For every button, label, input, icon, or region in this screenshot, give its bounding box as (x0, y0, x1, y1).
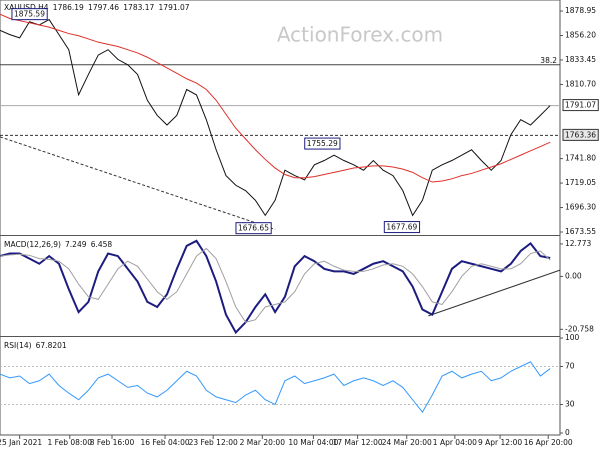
y-tick-label: 1878.95 (565, 6, 596, 15)
panel-title: RSI(14) (4, 341, 32, 350)
fib-label: 38.2 (540, 56, 557, 65)
y-tick-label: 70 (565, 362, 575, 371)
x-tick-label: 8 Feb 16:00 (90, 438, 135, 447)
ohlc-value: 1783.17 (123, 3, 154, 12)
trendline (428, 269, 561, 317)
series-line (0, 239, 551, 335)
series-line (0, 247, 551, 323)
y-tick-label: 1833.45 (565, 55, 596, 64)
x-tick-label: 1 Apr 04:00 (433, 438, 477, 447)
price-annotation: 1677.69 (386, 223, 417, 232)
series-line (0, 361, 551, 413)
panel-title: MACD(12,26,9) (4, 240, 61, 249)
y-tick-label: 100 (565, 333, 580, 342)
label-box (562, 128, 599, 141)
x-tick-label: 16 Feb 04:00 (140, 438, 189, 447)
last-value: 67.8201 (36, 341, 67, 350)
x-tick-label: 25 Jan 2021 (0, 438, 42, 447)
label-box (304, 137, 341, 150)
y-tick-label: 30 (565, 400, 575, 409)
price-annotation: 1676.65 (238, 224, 269, 233)
x-tick-label: 10 Mar 04:00 (288, 438, 338, 447)
y-tick-label: 1856.20 (565, 31, 596, 40)
x-tick-label: 16 Apr 20:00 (524, 438, 573, 447)
y-tick-label: 0.00 (565, 271, 582, 280)
watermark: ActionForex.com (277, 23, 443, 47)
price-annotation: 1875.59 (14, 10, 45, 19)
y-tick-label: -20.758 (565, 324, 594, 333)
x-tick-label: 2 Mar 20:00 (240, 438, 286, 447)
x-tick-label: 1 Feb 08:00 (48, 438, 93, 447)
last-value: 6.458 (91, 240, 113, 249)
y-tick-label: 0 (565, 428, 570, 437)
plot-frame (0, 0, 561, 436)
panel-title: XAUUSD,H4 (4, 3, 49, 12)
ohlc-value: 1791.07 (159, 3, 190, 12)
label-box (562, 99, 599, 112)
price-annotation: 1755.29 (307, 139, 338, 148)
label-box (383, 221, 421, 234)
y-tick-label: 12.773 (565, 239, 591, 248)
ohlc-value: 1797.46 (88, 3, 119, 12)
price-line-label: 1791.07 (565, 101, 596, 110)
y-tick-label: 1741.80 (565, 154, 596, 163)
y-tick-label: 1696.30 (565, 203, 596, 212)
label-box (11, 8, 48, 21)
series-line (0, 13, 551, 183)
y-tick-label: 1810.70 (565, 79, 596, 88)
x-tick-label: 23 Feb 12:00 (189, 438, 238, 447)
last-value: 7.249 (65, 240, 87, 249)
series-line (0, 18, 551, 217)
y-tick-label: 1719.05 (565, 178, 596, 187)
x-tick-label: 9 Apr 12:00 (478, 438, 522, 447)
label-box (235, 222, 272, 235)
price-line-label: 1763.36 (565, 130, 596, 139)
x-tick-label: 17 Mar 12:00 (333, 438, 383, 447)
y-tick-label: 1673.55 (565, 227, 596, 236)
x-tick-label: 24 Mar 20:00 (382, 438, 432, 447)
trendline (0, 136, 276, 230)
ohlc-value: 1786.19 (53, 3, 84, 12)
